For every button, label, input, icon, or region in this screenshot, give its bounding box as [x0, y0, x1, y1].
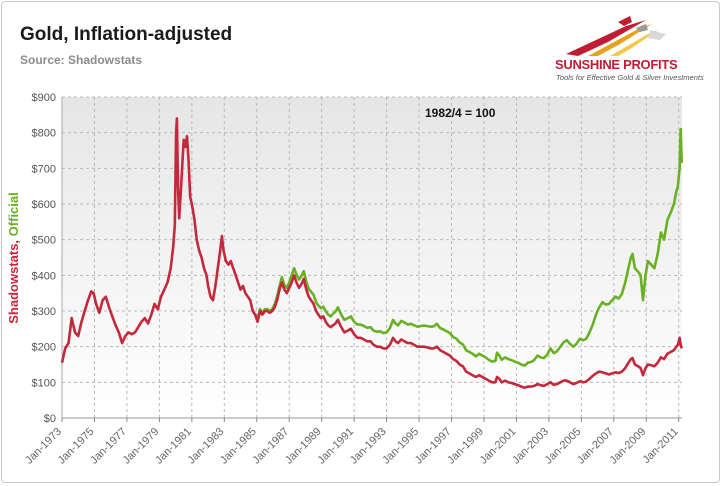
chart-subtitle: Source: Shadowstats — [20, 53, 143, 67]
plot-area — [62, 97, 682, 418]
y-axis-label: Shadowstats, Official — [6, 192, 21, 324]
y-tick-label: $900 — [32, 92, 56, 104]
logo-wordmark: SUNSHINE PROFITS — [555, 57, 678, 72]
series-line-official — [253, 127, 683, 367]
y-tick-label: $300 — [32, 306, 56, 318]
y-tick-label: $800 — [32, 128, 56, 140]
chart-title: Gold, Inflation-adjusted — [20, 24, 233, 45]
x-tick-label: Jan-2011 — [641, 426, 681, 466]
y-tick-label: $600 — [32, 199, 56, 211]
y-tick-label: $500 — [32, 235, 56, 247]
y-label-official: Official — [6, 192, 21, 236]
series-lines — [60, 117, 683, 389]
y-tick-label: $400 — [32, 270, 56, 282]
x-axis: Jan-1973Jan-1975Jan-1977Jan-1979Jan-1981… — [23, 418, 681, 467]
sunshine-profits-logo-icon — [566, 16, 666, 56]
y-label-shadowstats: Shadowstats — [6, 244, 21, 324]
y-tick-label: $200 — [32, 342, 56, 354]
series-line-shadowstats — [60, 117, 683, 389]
y-tick-label: $700 — [32, 163, 56, 175]
y-label-separator: , — [6, 236, 21, 243]
y-tick-label: $0 — [44, 413, 56, 425]
logo-tagline: Tools for Effective Gold & Silver Invest… — [556, 73, 704, 82]
y-tick-label: $100 — [32, 377, 56, 389]
y-axis: $0 $100 $200 $300 $400 $500 $600 $700 $800 $900 — [32, 92, 56, 425]
index-annotation: 1982/4 = 100 — [425, 106, 496, 120]
